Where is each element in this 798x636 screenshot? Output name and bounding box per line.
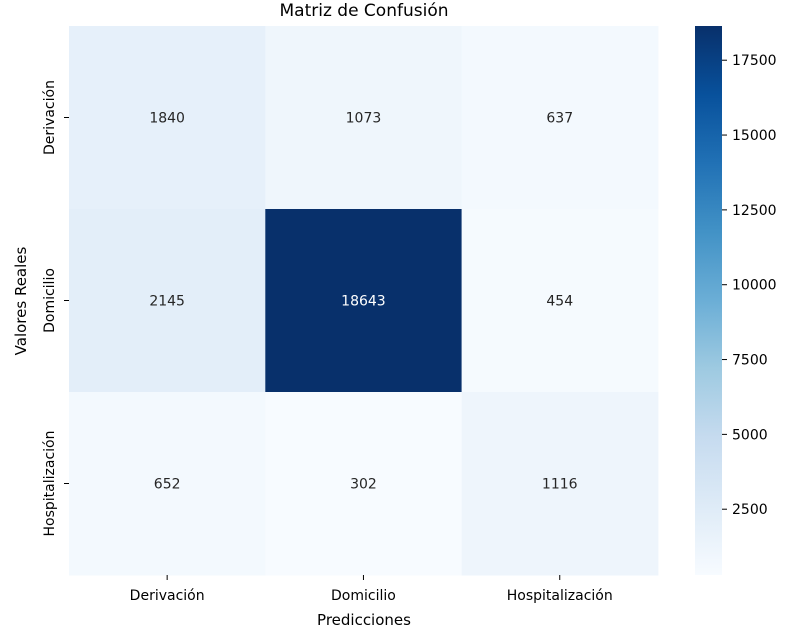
colorbar-tick-label: 7500 bbox=[732, 353, 768, 369]
heatmap-cell bbox=[265, 209, 463, 393]
heatmap-cell bbox=[69, 26, 266, 210]
chart-title: Matriz de Confusión bbox=[279, 1, 448, 21]
y-axis: Derivación Domicilio Hospitalización bbox=[42, 80, 69, 536]
y-axis-label: Valores Reales bbox=[12, 246, 30, 355]
heatmap-cells: 1840 1073 637 2145 18643 454 652 302 1116 bbox=[69, 26, 659, 576]
heatmap-cell bbox=[265, 392, 463, 576]
heatmap-cell bbox=[69, 209, 266, 393]
heatmap-cell bbox=[265, 26, 463, 210]
colorbar-tick-label: 12500 bbox=[732, 203, 777, 219]
heatmap-cell bbox=[461, 392, 659, 576]
x-tick-label: Domicilio bbox=[331, 588, 396, 604]
heatmap-cell bbox=[461, 26, 659, 210]
colorbar-tick-label: 10000 bbox=[732, 278, 777, 294]
cell-value-label: 454 bbox=[546, 294, 573, 310]
x-axis: Derivación Domicilio Hospitalización bbox=[130, 575, 613, 604]
cell-value-label: 1073 bbox=[346, 111, 382, 127]
cell-value-label: 302 bbox=[350, 477, 377, 493]
cell-value-label: 1840 bbox=[149, 111, 185, 127]
heatmap-cell bbox=[69, 392, 266, 576]
colorbar-tick-label: 17500 bbox=[732, 53, 777, 69]
x-tick-label: Derivación bbox=[130, 588, 205, 604]
x-tick-label: Hospitalización bbox=[507, 588, 613, 604]
cell-value-label: 18643 bbox=[341, 294, 386, 310]
colorbar-tick-label: 5000 bbox=[732, 427, 768, 443]
cell-value-label: 652 bbox=[154, 477, 181, 493]
y-tick-label: Domicilio bbox=[42, 268, 58, 333]
heatmap-cell bbox=[461, 209, 659, 393]
colorbar-ticks: 2500 5000 7500 10000 12500 15000 17500 bbox=[722, 53, 777, 518]
cell-value-label: 637 bbox=[546, 111, 573, 127]
y-tick-label: Derivación bbox=[42, 80, 58, 155]
cell-value-label: 1116 bbox=[542, 477, 578, 493]
x-axis-label: Predicciones bbox=[317, 611, 411, 629]
cell-value-label: 2145 bbox=[149, 294, 185, 310]
colorbar bbox=[695, 26, 722, 575]
colorbar-tick-label: 2500 bbox=[732, 502, 768, 518]
colorbar-tick-label: 15000 bbox=[732, 128, 777, 144]
y-tick-label: Hospitalización bbox=[42, 431, 58, 537]
